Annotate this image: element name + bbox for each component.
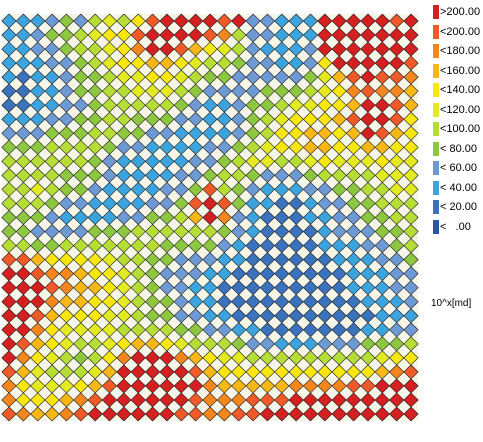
heatmap-cell [188, 406, 204, 422]
legend-label: >200.00 [440, 6, 481, 18]
legend-label: <120.00 [440, 103, 481, 116]
legend: >200.00 <200.00 <180.00 <160.00 <140.00 <120.… [428, 0, 483, 442]
heatmap-cell [288, 406, 304, 422]
heatmap-cell [331, 406, 347, 422]
legend-swatch [433, 161, 439, 175]
heatmap-cell [130, 406, 146, 422]
heatmap-cell [274, 406, 290, 422]
legend-item: <180.00 [428, 44, 483, 58]
legend-item: <120.00 [428, 102, 483, 117]
legend-item: < 80.00 [428, 141, 483, 156]
heatmap-cell [317, 406, 333, 422]
legend-label: <180.00 [440, 45, 481, 57]
legend-label: < 60.00 [440, 162, 478, 174]
unit-label: 10^x[md] [431, 298, 472, 309]
legend-label: < 40.00 [440, 181, 478, 194]
legend-label: <200.00 [440, 25, 481, 38]
heatmap-cell [1, 406, 17, 422]
legend-item: < .00 [428, 219, 483, 234]
heatmap-cell [374, 406, 390, 422]
legend-swatch [433, 5, 439, 19]
heatmap-cell [58, 406, 75, 422]
heatmap-cell [159, 406, 175, 422]
legend-label: < 20.00 [440, 201, 478, 213]
legend-item: <160.00 [428, 63, 483, 78]
legend-item: < 20.00 [428, 200, 483, 214]
legend-swatch [433, 24, 439, 39]
heatmap-cell [259, 406, 276, 422]
heatmap-cell [144, 406, 161, 422]
legend-swatch [433, 219, 439, 234]
legend-label: < .00 [440, 220, 471, 233]
heatmap-cell [345, 406, 362, 422]
heatmap-cell [15, 406, 31, 422]
heatmap-cell [302, 406, 319, 422]
heatmap-cell [87, 406, 103, 422]
heatmap-cell [389, 406, 405, 422]
legend-swatch [433, 122, 439, 136]
legend-item: <200.00 [428, 24, 483, 39]
legend-swatch [433, 63, 439, 78]
heatmap-cell [173, 406, 189, 422]
legend-label: <140.00 [440, 84, 481, 96]
legend-label: <100.00 [440, 123, 481, 135]
legend-label: < 80.00 [440, 142, 478, 155]
heatmap-cell [73, 406, 89, 422]
heatmap-cell [403, 406, 419, 422]
heatmap-cell [216, 406, 232, 422]
heatmap-cell [44, 406, 60, 422]
heatmap-cell [202, 406, 218, 422]
heatmap-cell [231, 406, 247, 422]
legend-swatch [433, 44, 439, 58]
heatmap-plot [1, 13, 419, 422]
legend-item: <100.00 [428, 122, 483, 136]
heatmap-cell [30, 406, 46, 422]
legend-swatch [433, 102, 439, 117]
heatmap-cell [116, 406, 132, 422]
legend-swatch [433, 141, 439, 156]
heatmap-cell [101, 406, 118, 422]
legend-swatch [433, 83, 439, 97]
legend-swatch [433, 200, 439, 214]
legend-item: < 60.00 [428, 161, 483, 175]
legend-item: < 40.00 [428, 180, 483, 195]
heatmap-cell [245, 406, 261, 422]
legend-item: >200.00 [428, 5, 483, 19]
legend-label: <160.00 [440, 64, 481, 77]
heatmap-cell [360, 406, 376, 422]
legend-swatch [433, 180, 439, 195]
legend-item: <140.00 [428, 83, 483, 97]
